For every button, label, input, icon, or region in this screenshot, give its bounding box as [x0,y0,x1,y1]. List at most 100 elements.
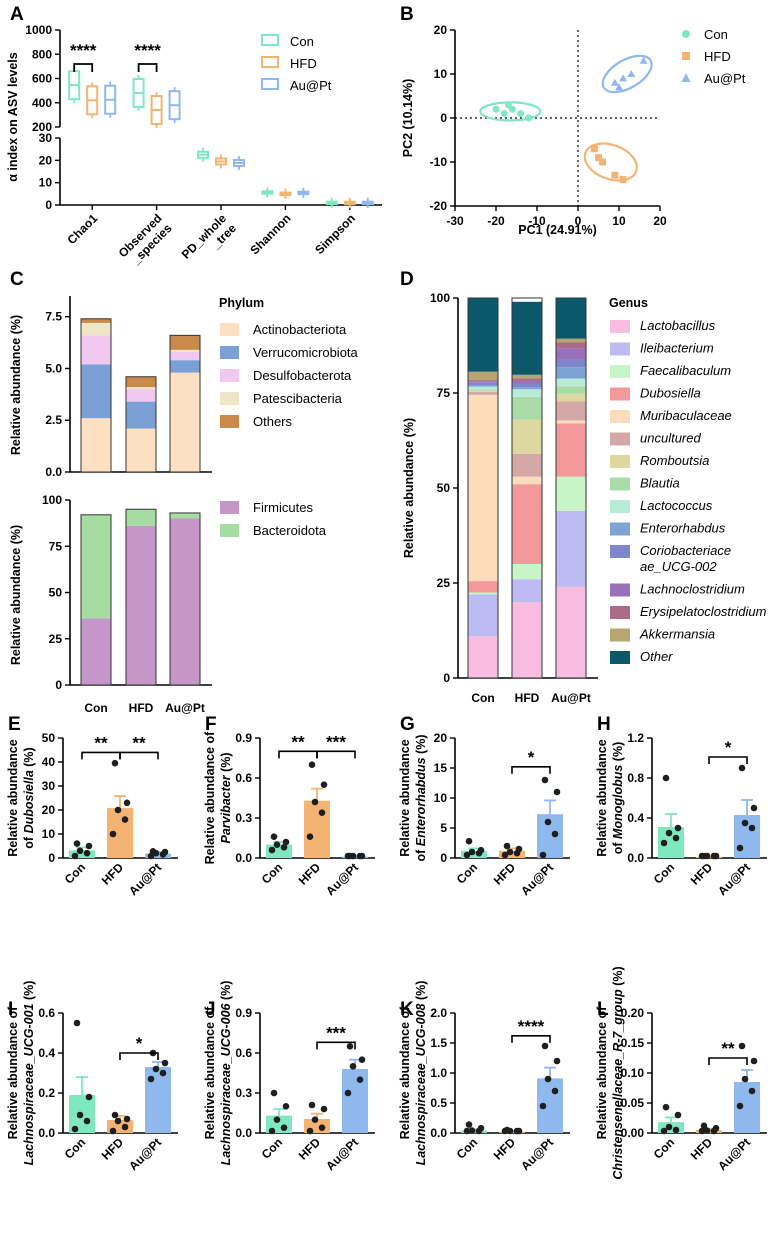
i-point [159,1069,167,1077]
a-category-label: Chao1 [64,211,100,247]
c-bar-outline [169,512,201,686]
b-point [610,78,619,86]
b-point [627,70,636,77]
e-point [76,847,84,855]
a-sig-label: **** [70,41,97,60]
d-bar-segment [556,420,586,424]
label-part: Relative abundance (%) [402,418,416,558]
d-legend-label: Faecalibaculum [640,363,731,378]
f-sig-bracket [316,750,356,759]
k-point [503,1126,511,1134]
k-group-label: Au@Pt [518,1135,556,1173]
g-ylabel-species: of Enterorhabdus (%) [414,734,428,861]
g-group-label: Con [454,860,480,886]
e-point [161,848,169,856]
b-ytick-label: 10 [434,67,448,81]
f-group-label: Au@Pt [323,860,361,898]
label-part: ae_UCG-002 [640,559,717,574]
a-category-label: Simpson [312,211,358,257]
b-xtick-label: 20 [653,214,667,228]
l-group-label: Con [651,1135,677,1161]
label-part: Relative abundance [595,739,609,856]
a-legend-swatch [261,78,279,90]
d-bar-segment [512,564,542,580]
h-point [741,819,749,827]
c-tick-label: 7.5 [45,310,62,324]
d-bar-segment [468,389,498,391]
d-bar-segment [512,380,542,384]
b-xtick-label: 0 [575,214,582,228]
k-ylabel: Relative abundance of [398,1006,412,1140]
f-point [306,833,314,840]
b-point [619,74,628,82]
b-point [525,114,533,122]
label-part: Relative abundance [6,739,20,856]
c-bar-segment [81,335,111,365]
j-ylabel: Relative abundance of [203,1006,217,1140]
a-legend-swatch [261,56,279,68]
b-point [517,110,525,118]
d-bar-segment [468,581,498,593]
c-tick-label: 100 [42,493,62,507]
a-legend-label: HFD [290,56,317,71]
l-point [698,1127,706,1135]
g-point [463,851,471,859]
d-legend-label: Lachnoclostridium [640,582,745,597]
g-group-label: HFD [491,860,519,888]
g-group-label: Au@Pt [518,860,556,898]
c-legend-swatch [220,524,239,537]
label-part: of [22,833,36,848]
f-sig-bracket [278,750,318,759]
e-point [111,759,119,767]
b-point [599,158,607,166]
c-legend-swatch [220,501,239,514]
d-bar-segment [512,378,542,381]
d-legend-swatch [610,342,630,356]
j-sig-label: *** [326,1023,346,1042]
c-bar-outline [125,508,157,686]
i-ylabel-species: Lachnospiraceae_UCG-001 (%) [22,981,36,1166]
c-tick-label: 75 [49,539,63,553]
d-legend-title: Genus [609,296,648,310]
d-bar-segment [556,378,586,387]
d-legend-label: Erysipelatoclostridium [640,604,767,619]
h-point [660,839,668,847]
c-bar-segment [126,389,156,402]
d-legend-swatch [610,606,630,619]
label-part: Monoglobus [611,765,625,839]
i-point [123,1115,131,1123]
a-tick-label: 30 [39,131,53,145]
h-group-label: Au@Pt [715,860,753,898]
a-category-label: Shannon [247,211,293,257]
label-part: Shannon [247,211,293,257]
c-bar-outline [80,514,112,686]
c-ylabel-top: Relative abundance (%) [9,315,23,455]
f-point [346,852,354,860]
c-bar-segment [170,335,200,350]
d-group-label: Con [471,691,494,705]
h-ylabel: Relative abundance [595,739,609,856]
c-bar-segment [126,387,156,390]
f-point [320,781,328,788]
d-bar-segment [468,391,498,395]
l-tick-label: 0.10 [621,1066,645,1080]
k-point [551,1087,559,1095]
c-legend-swatch [220,392,239,405]
d-bar-segment [556,338,586,343]
k-ylabel-species: Lachnospiraceae_UCG-008 (%) [414,981,428,1166]
d-bar-segment [556,348,586,360]
d-legend-swatch [610,583,630,597]
h-point [738,764,746,772]
e-tick-label: 30 [42,779,56,793]
b-xtick-label: -20 [487,214,505,228]
e-point [149,847,157,855]
label-part: (%) [611,966,625,989]
d-bar-segment [512,396,542,420]
l-point [665,1123,673,1131]
e-point [73,840,81,847]
l-point [703,1127,711,1134]
label-part: (%) [611,742,625,765]
d-legend-swatch [610,522,630,536]
a-category-label: PD_whole_tree [179,211,240,272]
h-group-label: Con [651,860,677,886]
